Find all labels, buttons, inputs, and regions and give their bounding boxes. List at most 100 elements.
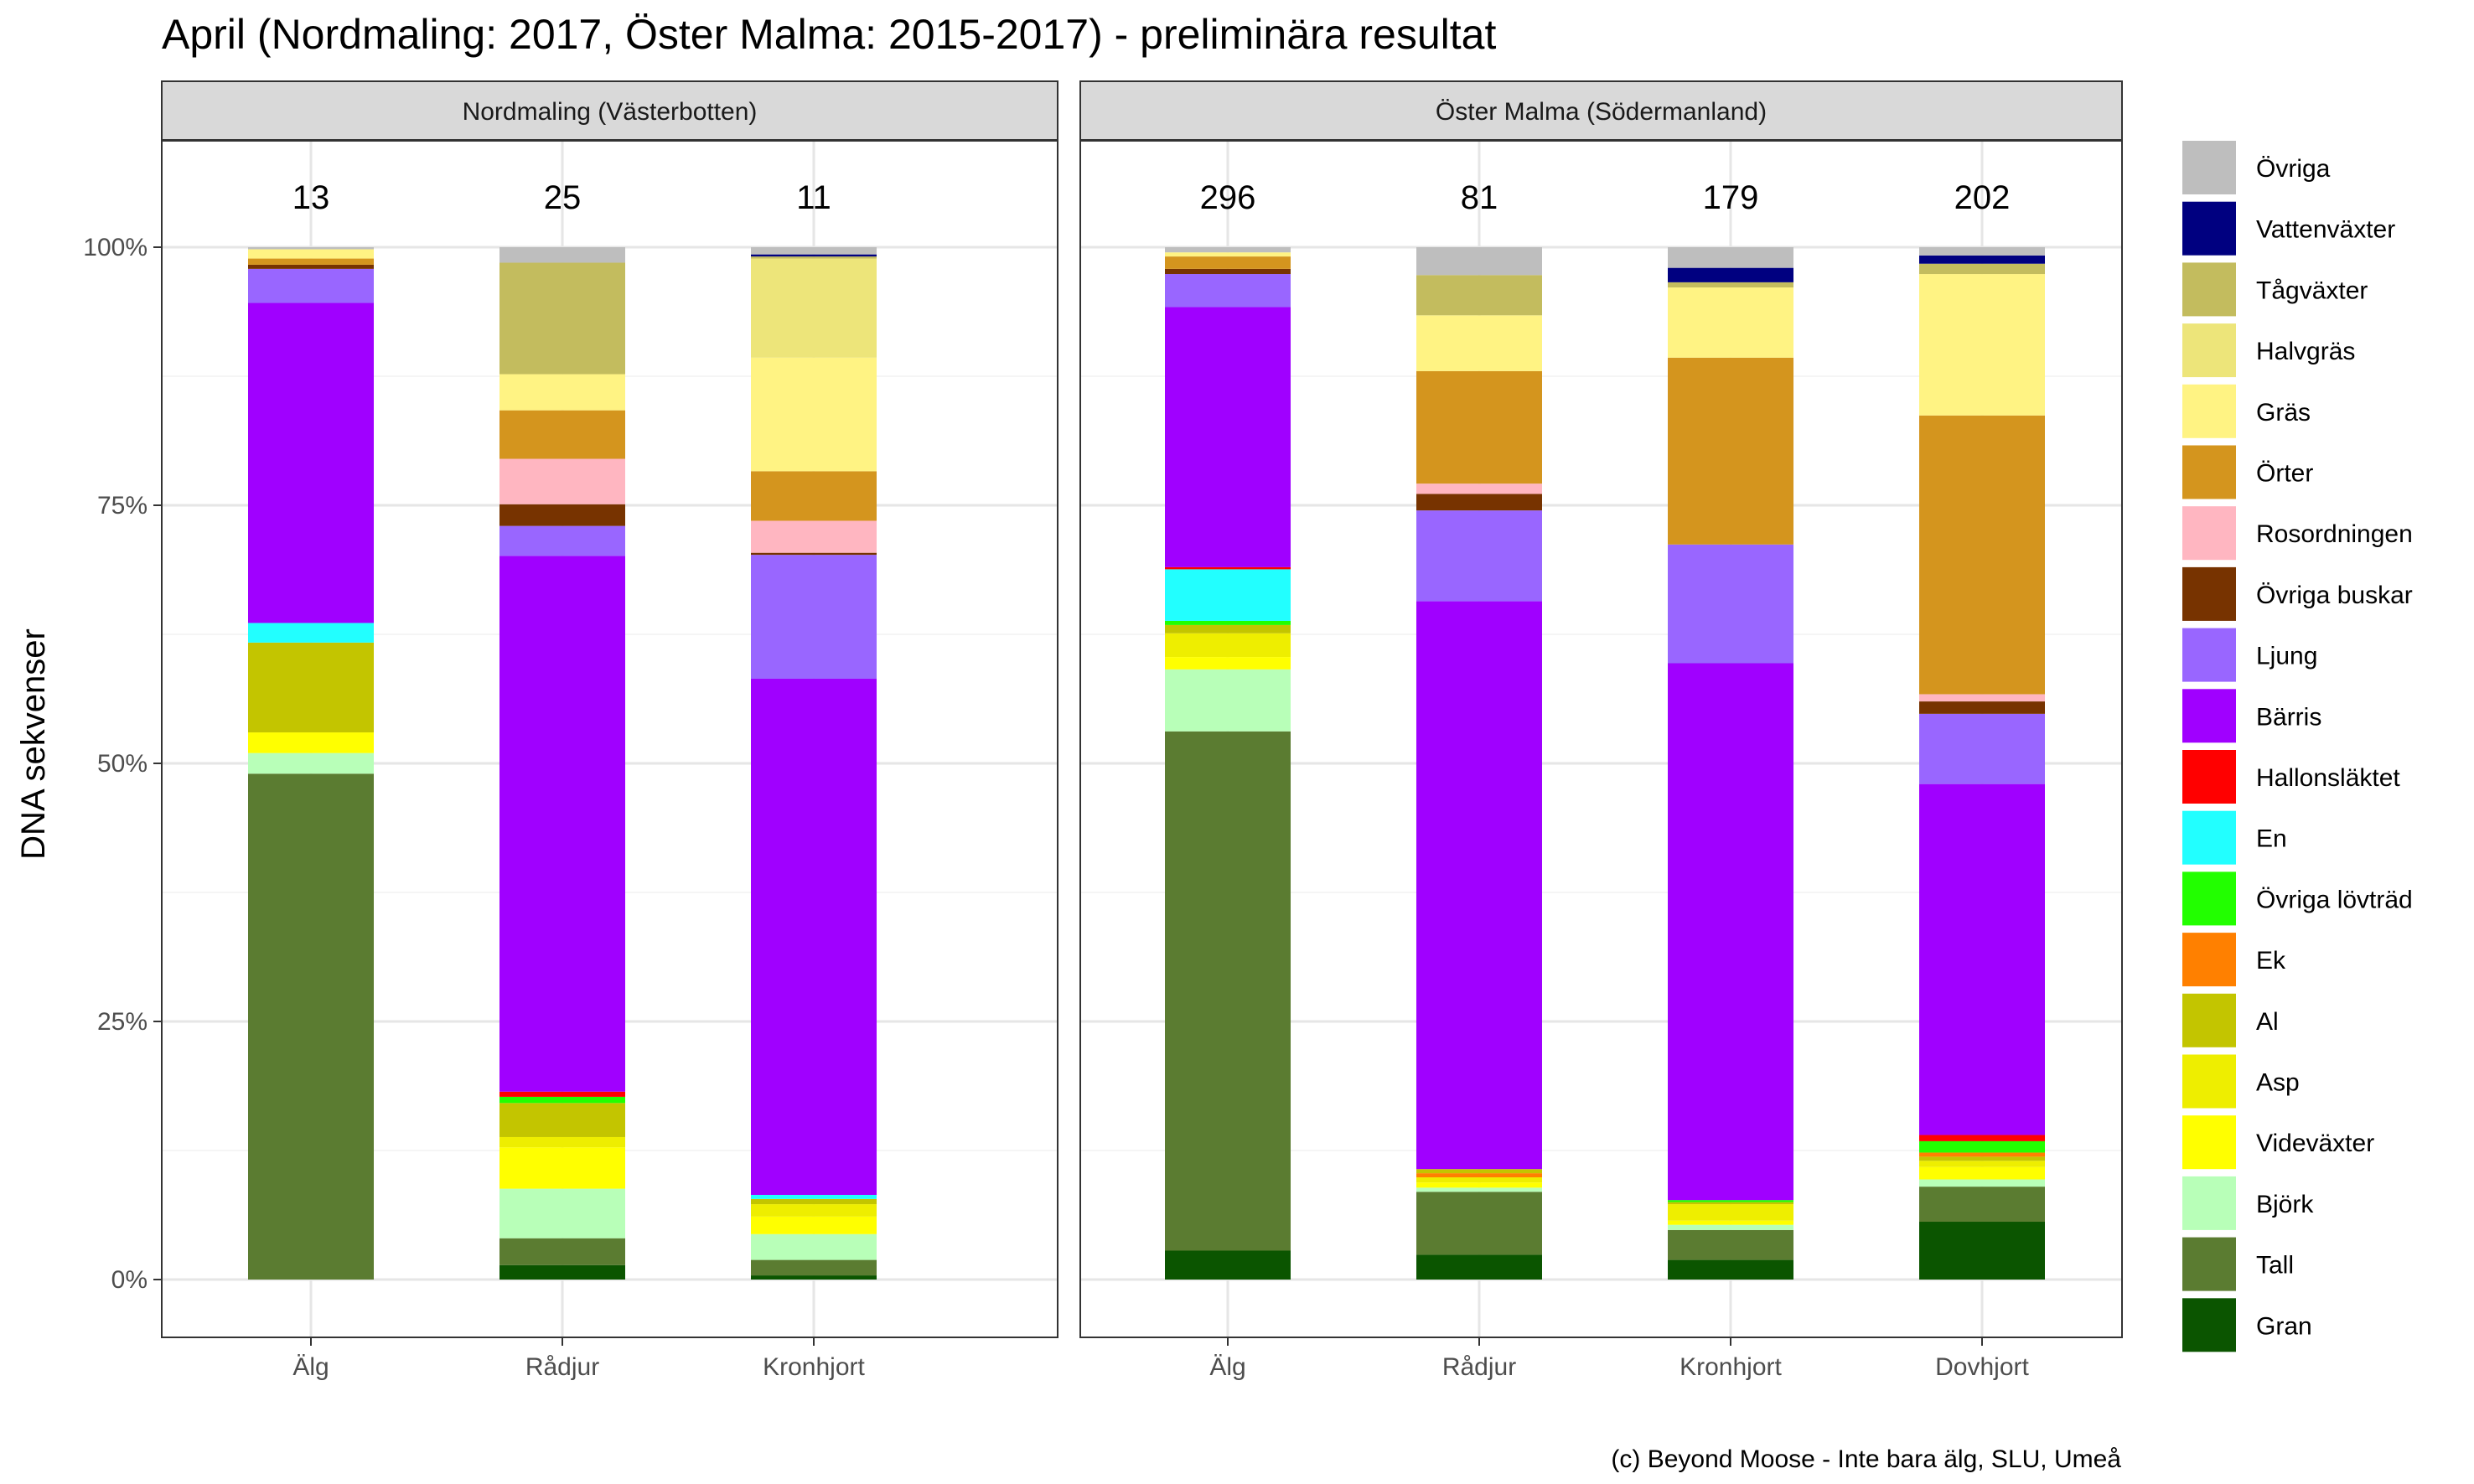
bar-segment-videväxter: Videväxter — [248, 732, 374, 753]
bar-segment-björk: Björk — [1165, 669, 1291, 732]
bar-segment-övriga: Övriga — [1668, 247, 1793, 268]
bar-segment-al: Al — [1165, 624, 1291, 633]
legend-item-bärris: Bärris — [2182, 689, 2321, 743]
legend-key — [2182, 262, 2236, 317]
legend-key — [2182, 384, 2236, 438]
legend-label: Asp — [2256, 1069, 2300, 1097]
legend-item-tall: Tall — [2182, 1237, 2294, 1291]
count-label: 13 — [292, 179, 330, 216]
bar-segment-ljung: Ljung — [1919, 713, 2045, 784]
count-label: 81 — [1461, 179, 1498, 216]
bar-segment-örter: Örter — [751, 471, 877, 521]
bar-segment-örter: Örter — [499, 410, 625, 459]
legend-label: Al — [2256, 1008, 2279, 1036]
bar-segment-ljung: Ljung — [751, 555, 877, 679]
bar-segment-bärris: Bärris — [1416, 601, 1542, 1170]
legend-key — [2182, 323, 2236, 378]
legend-key — [2182, 1115, 2236, 1170]
bar-segment-rosordningen: Rosordningen — [1416, 483, 1542, 494]
bar-segment-örter: Örter — [1416, 370, 1542, 484]
chart-caption: (c) Beyond Moose - Inte bara älg, SLU, U… — [1611, 1445, 2121, 1473]
legend-label: Tall — [2256, 1252, 2294, 1280]
legend-label: Björk — [2256, 1191, 2314, 1218]
legend-key — [2182, 566, 2236, 621]
bar-segment-tågväxter: Tågväxter — [1416, 275, 1542, 316]
legend-item-halvgräs: Halvgräs — [2182, 323, 2355, 378]
bar-segment-gran: Gran — [1919, 1222, 2045, 1280]
bar-segment-ek: Ek — [1416, 1173, 1542, 1178]
legend-label: Hallonsläktet — [2256, 764, 2400, 792]
bar-segment-bärris: Bärris — [1165, 307, 1291, 567]
count-label: 296 — [1200, 179, 1256, 216]
legend-key — [2182, 810, 2236, 865]
y-tick-label: 50% — [97, 750, 148, 778]
bar-segment-gräs: Gräs — [248, 249, 374, 259]
bar-segment-övriga-buskar: Övriga buskar — [1919, 701, 2045, 714]
bar-segment-tall: Tall — [499, 1238, 625, 1265]
bar-segment-ljung: Ljung — [248, 268, 374, 303]
bar-segment-videväxter: Videväxter — [499, 1147, 625, 1189]
bar-segment-övriga-buskar: Övriga buskar — [1165, 268, 1291, 275]
bar-segment-tall: Tall — [1919, 1187, 2045, 1223]
legend-label: Gräs — [2256, 399, 2311, 427]
panel-border — [1079, 140, 2123, 1338]
facet-strip — [161, 80, 1058, 141]
bar-segment-örter: Örter — [1165, 256, 1291, 269]
bar-segment-vattenväxter: Vattenväxter — [1919, 255, 2045, 264]
bar-segment-ljung: Ljung — [1668, 544, 1793, 664]
bar-segment-al: Al — [248, 642, 374, 733]
legend-item-övriga-buskar: Övriga buskar — [2182, 566, 2413, 621]
bar-segment-tågväxter: Tågväxter — [1919, 263, 2045, 275]
facet-strip-label: Nordmaling (Västerbotten) — [463, 98, 758, 126]
bar-segment-gräs: Gräs — [751, 357, 877, 472]
bar-segment-rosordningen: Rosordningen — [751, 520, 877, 553]
bar-segment-vattenväxter: Vattenväxter — [1668, 267, 1793, 282]
bar-segment-tall: Tall — [751, 1259, 877, 1276]
bar-segment-gräs: Gräs — [1416, 315, 1542, 371]
legend-key — [2182, 506, 2236, 561]
y-tick-label: 100% — [83, 234, 148, 261]
bar-segment-al: Al — [751, 1198, 877, 1205]
legend-key — [2182, 1176, 2236, 1230]
bar-segment-tall: Tall — [1416, 1192, 1542, 1255]
legend-key — [2182, 750, 2236, 804]
bar-segment-al: Al — [1668, 1202, 1793, 1205]
legend-label: Tågväxter — [2256, 277, 2368, 304]
bar-segment-gräs: Gräs — [1165, 252, 1291, 257]
legend-item-gräs: Gräs — [2182, 384, 2311, 438]
bar-segment-bärris: Bärris — [1919, 783, 2045, 1135]
bar-segment-gran: Gran — [751, 1275, 877, 1280]
legend-label: Bärris — [2256, 703, 2321, 731]
bar-segment-övriga-lövträd: Övriga lövträd — [1919, 1140, 2045, 1153]
facet-strip — [1079, 80, 2123, 141]
bar-segment-gräs: Gräs — [1668, 287, 1793, 358]
bar-segment-övriga: Övriga — [751, 247, 877, 255]
bar-segment-gran: Gran — [499, 1264, 625, 1280]
legend-item-rosordningen: Rosordningen — [2182, 506, 2413, 561]
legend-label: Gran — [2256, 1312, 2312, 1340]
bar-segment-asp: Asp — [1165, 633, 1291, 658]
panel-öster-malma-södermanland: Öster Malma (Södermanland)GranTallBjörkV… — [1079, 80, 2123, 1381]
legend-label: Övriga — [2256, 155, 2331, 183]
bar-segment-gran: Gran — [1165, 1250, 1291, 1280]
bar-segment-tall: Tall — [1165, 731, 1291, 1251]
bar-segment-asp: Asp — [1919, 1161, 2045, 1167]
legend: Övriga Vattenväxter Tågväxter Halvgräs Gräs Ö… — [2182, 141, 2413, 1352]
bar-segment-gran: Gran — [1668, 1259, 1793, 1280]
bar-segment-bärris: Bärris — [248, 302, 374, 623]
legend-label: Övriga lövträd — [2256, 886, 2413, 913]
legend-key — [2182, 141, 2236, 194]
bar-segment-tågväxter: Tågväxter — [751, 256, 877, 259]
bar-segment-gräs: Gräs — [499, 374, 625, 411]
legend-item-hallonsläktet: Hallonsläktet — [2182, 750, 2400, 804]
bar-segment-övriga: Övriga — [499, 247, 625, 263]
bar-segment-björk: Björk — [1919, 1179, 2045, 1187]
bar-rådjur: GranTallBjörkVideväxterAspEkAlBärrisLjun… — [1416, 247, 1542, 1280]
bar-dovhjort: GranTallBjörkVideväxterAspAlEkÖvriga löv… — [1919, 247, 2045, 1280]
bar-segment-örter: Örter — [1668, 357, 1793, 545]
bar-segment-övriga-lövträd: Övriga lövträd — [499, 1096, 625, 1104]
bar-segment-övriga: Övriga — [1165, 247, 1291, 253]
bar-segment-björk: Björk — [248, 752, 374, 774]
legend-key — [2182, 689, 2236, 743]
legend-item-björk: Björk — [2182, 1176, 2314, 1230]
